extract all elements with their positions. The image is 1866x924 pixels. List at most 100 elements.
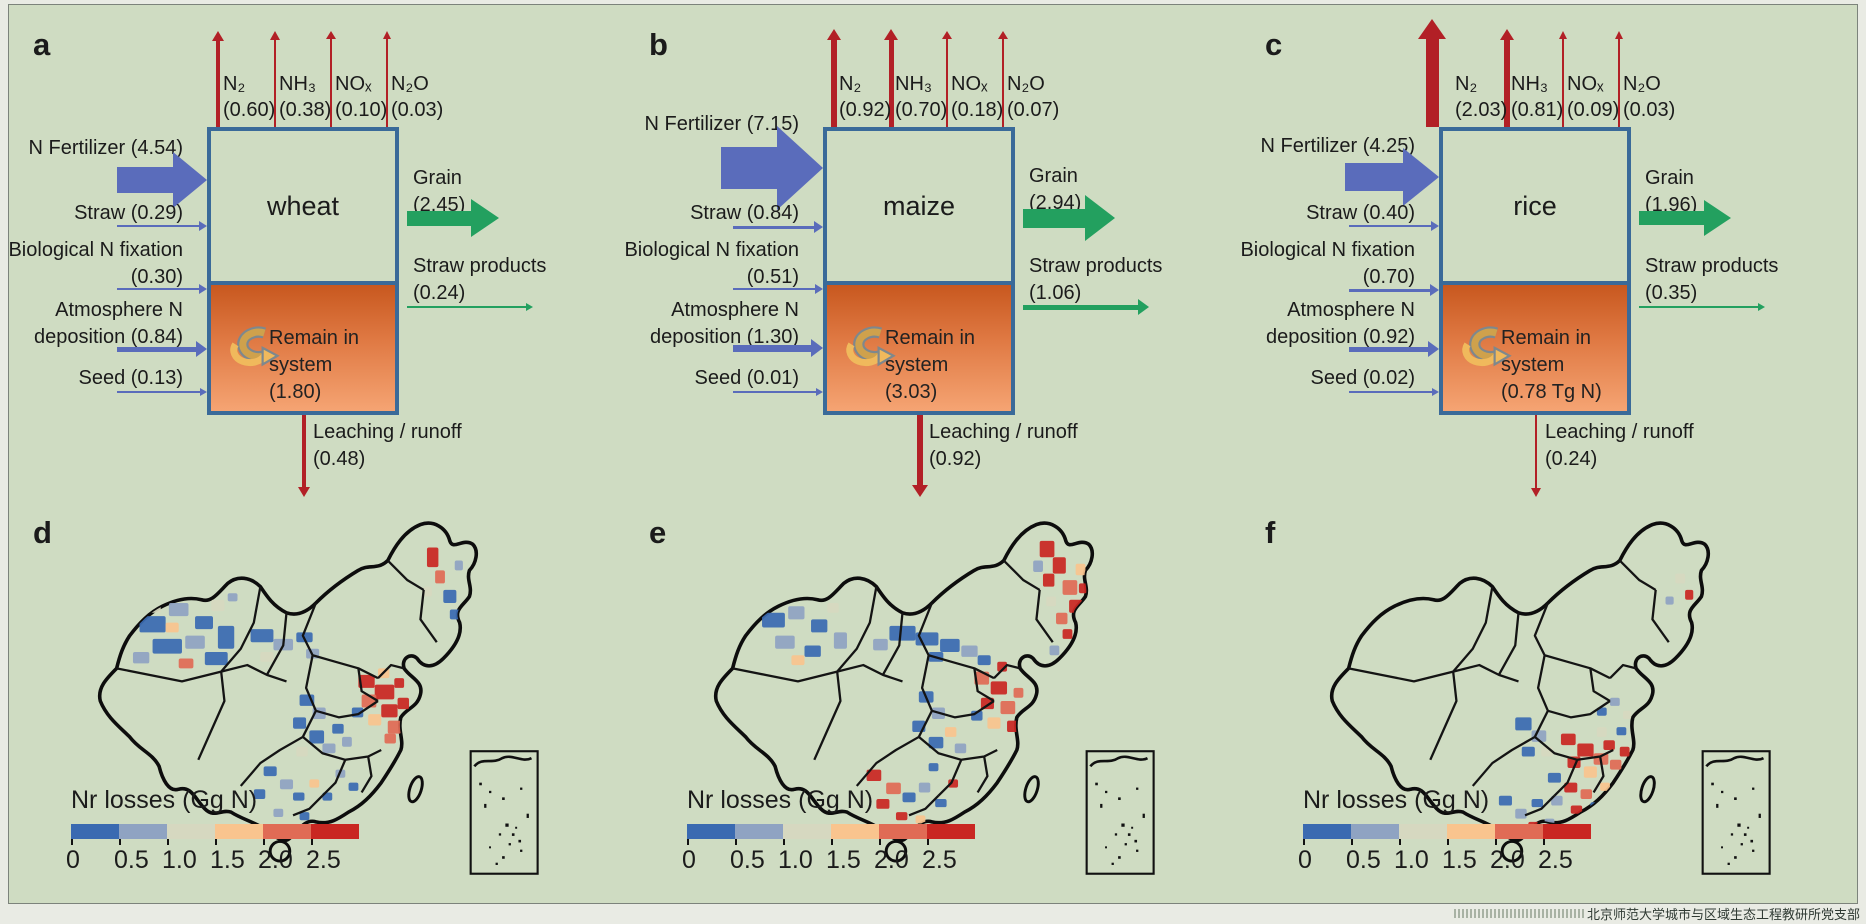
- panel-e-maize-map: e Nr losses (Gg N) 0 0.5 1.0 1.5 2.0 2.5: [625, 501, 1241, 901]
- grain-arrow: [407, 199, 499, 237]
- flow-diagrams-row: a N₂ (0.60) NH₃ (0.38) NOₓ (0.10) N₂O (0.03)…: [8, 5, 1857, 501]
- gas-label-nh3: NH₃ (0.38): [279, 73, 332, 121]
- grain-arrow: [1639, 200, 1731, 236]
- bnf-arrow: [117, 284, 207, 294]
- fertilizer-arrow: [721, 126, 823, 210]
- fertilizer-arrow: [1345, 148, 1439, 206]
- china-map-wheat: [51, 505, 539, 876]
- panel-label-e: e: [649, 515, 667, 550]
- bnf-arrow: [1349, 284, 1439, 296]
- seed-label: Seed (0.13): [78, 367, 183, 389]
- crop-box: maize Remain in system (3.03): [823, 127, 1015, 415]
- crop-box: rice Remain in system (0.78 Tg N): [1439, 127, 1631, 415]
- straw-products-arrow: [407, 303, 533, 311]
- leaching-arrow: [292, 415, 316, 497]
- legend-colorbar: [71, 824, 359, 845]
- n2-emission-arrow: [822, 29, 846, 127]
- straw-products-label: Straw products (0.24): [413, 255, 547, 304]
- legend-title: Nr losses (Gg N): [71, 786, 258, 814]
- straw-arrow: [733, 221, 823, 233]
- legend-ticks: 0 0.5 1.0 1.5 2.0 2.5: [1298, 846, 1573, 874]
- south-china-sea-inset: [1085, 749, 1155, 876]
- gas-label-nox: NOₓ (0.18): [951, 73, 1004, 121]
- remain-section: Remain in system (1.80): [211, 281, 395, 411]
- fertilizer-label: N Fertilizer (7.15): [644, 113, 799, 135]
- seed-arrow: [1349, 388, 1439, 396]
- panel-b-maize: b N₂ (0.92) NH₃ (0.70) NOₓ (0.18) N₂O (0.07)…: [624, 5, 1241, 501]
- gas-label-n2: N₂ (0.92): [839, 73, 892, 121]
- straw-products-label: Straw products (1.06): [1029, 255, 1163, 304]
- straw-label: Straw (0.40): [1306, 202, 1415, 224]
- straw-products-arrow: [1023, 299, 1149, 315]
- remain-section: Remain in system (3.03): [827, 281, 1011, 411]
- n2-emission-arrow: [206, 31, 230, 127]
- remain-text: Remain in system (1.80): [269, 327, 360, 403]
- south-china-sea-inset: [1701, 749, 1771, 876]
- leaching-arrow: [1524, 415, 1548, 497]
- seed-label: Seed (0.02): [1310, 367, 1415, 389]
- n2-emission-arrow: [1417, 19, 1447, 127]
- bnf-arrow: [733, 284, 823, 294]
- fertilizer-arrow: [117, 152, 207, 208]
- panel-a-wheat: a N₂ (0.60) NH₃ (0.38) NOₓ (0.10) N₂O (0.03)…: [8, 5, 625, 501]
- china-map-maize: [667, 505, 1155, 876]
- gas-label-n2o: N₂O (0.03): [1623, 73, 1676, 121]
- panel-label-a: a: [33, 27, 51, 62]
- nox-emission-arrow: [319, 31, 343, 127]
- legend-colorbar: [1303, 824, 1591, 845]
- bnf-label: Biological N fixation (0.51): [624, 239, 799, 288]
- panel-f-rice-map: f Nr losses (Gg N) 0 0.5 1.0 1.5 2.0 2.5: [1241, 501, 1857, 901]
- deposition-arrow: [733, 339, 823, 357]
- seed-arrow: [733, 388, 823, 396]
- crop-name: maize: [882, 190, 956, 221]
- map-legend: Nr losses (Gg N) 0 0.5 1.0 1.5 2.0 2.5: [66, 786, 381, 875]
- gas-label-nh3: NH₃ (0.70): [895, 73, 948, 121]
- nh3-emission-arrow: [263, 31, 287, 127]
- straw-arrow: [117, 221, 207, 231]
- gas-label-nox: NOₓ (0.09): [1567, 73, 1620, 121]
- nh3-emission-arrow: [1495, 29, 1519, 127]
- legend-ticks: 0 0.5 1.0 1.5 2.0 2.5: [682, 846, 957, 874]
- leaching-label: Leaching / runoff (0.24): [1545, 421, 1694, 470]
- grain-arrow: [1023, 195, 1115, 241]
- remain-section: Remain in system (0.78 Tg N): [1443, 281, 1627, 411]
- map-legend: Nr losses (Gg N) 0 0.5 1.0 1.5 2.0 2.5: [682, 786, 997, 875]
- fertilizer-label: N Fertilizer (4.25): [1260, 135, 1415, 157]
- panel-c-rice: c N₂ (2.03) NH₃ (0.81) NOₓ (0.09) N₂O (0.03)…: [1240, 5, 1857, 501]
- nox-emission-arrow: [1551, 31, 1575, 127]
- panel-label-d: d: [33, 515, 52, 550]
- crop-name: rice: [1513, 190, 1557, 221]
- gas-label-n2o: N₂O (0.03): [391, 73, 444, 121]
- remain-text: Remain in system (3.03): [885, 327, 976, 403]
- choropleth-patches: [762, 540, 1088, 824]
- seed-arrow: [117, 388, 207, 396]
- seed-label: Seed (0.01): [694, 367, 799, 389]
- fertilizer-label: N Fertilizer (4.54): [28, 137, 183, 159]
- panel-label-c: c: [1265, 27, 1283, 62]
- n2o-emission-arrow: [1607, 31, 1631, 127]
- legend-title: Nr losses (Gg N): [687, 786, 874, 814]
- watermark: 北京师范大学城市与区域生态工程教研所党支部: [1453, 904, 1860, 923]
- straw-label: Straw (0.29): [74, 202, 183, 224]
- remain-text: Remain in system (0.78 Tg N): [1501, 327, 1602, 403]
- n2o-emission-arrow: [991, 31, 1015, 127]
- watermark-tiny-marks: [1453, 909, 1584, 918]
- gas-label-nox: NOₓ (0.10): [335, 73, 388, 121]
- straw-label: Straw (0.84): [690, 202, 799, 224]
- leaching-label: Leaching / runoff (0.48): [313, 421, 462, 470]
- n2o-emission-arrow: [375, 31, 399, 127]
- gas-label-n2o: N₂O (0.07): [1007, 73, 1060, 121]
- panel-label-f: f: [1265, 515, 1276, 550]
- panel-label-b: b: [649, 27, 668, 62]
- watermark-text: 北京师范大学城市与区域生态工程教研所党支部: [1586, 907, 1860, 922]
- straw-arrow: [1349, 221, 1439, 231]
- leaching-arrow: [908, 415, 932, 497]
- deposition-arrow: [117, 341, 207, 357]
- grain-label: Grain (1.96): [1645, 167, 1698, 216]
- crop-box: wheat Remain in system (1.80): [207, 127, 399, 415]
- gas-label-n2: N₂ (2.03): [1455, 73, 1508, 121]
